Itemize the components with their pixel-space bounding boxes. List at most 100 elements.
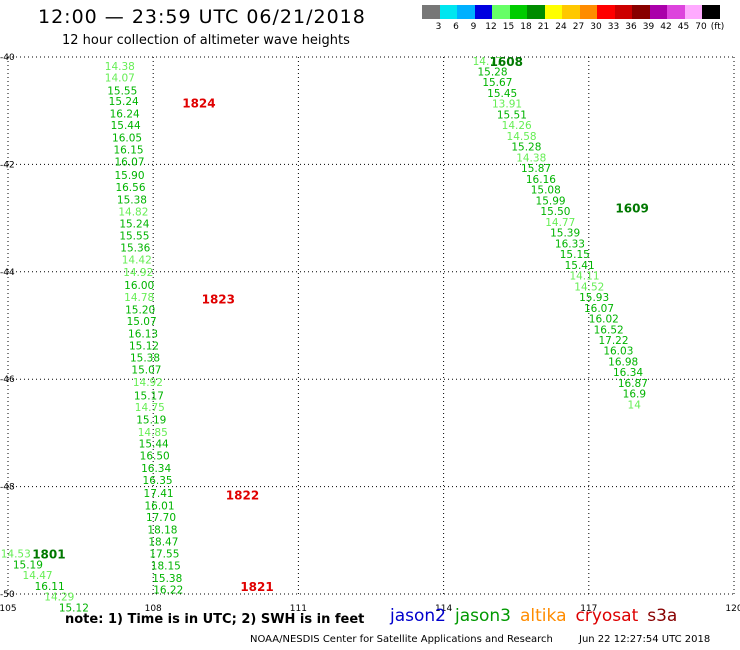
wave-height-reading: 15.12	[59, 602, 89, 614]
wave-height-reading: 15.99	[536, 195, 566, 207]
lat-tick-label: -48	[0, 483, 15, 493]
wave-height-reading: 14.85	[138, 427, 168, 439]
lon-tick-label: 114	[435, 604, 452, 614]
wave-height-reading: 14.58	[507, 131, 537, 143]
wave-height-reading: 14.29	[44, 592, 74, 604]
legend-swatch	[632, 5, 650, 19]
legend-bin-label: 18	[520, 22, 532, 32]
wave-height-reading: 14.77	[545, 217, 575, 229]
legend-swatch	[457, 5, 475, 19]
wave-height-reading: 15.19	[136, 414, 166, 426]
map-subtitle: 12 hour collection of altimeter wave hei…	[62, 33, 350, 48]
wave-height-reading: 15.93	[579, 292, 609, 304]
wave-height-reading: 15.17	[134, 390, 164, 402]
legend-bin-label: 39	[642, 22, 655, 32]
legend-bin-label: 27	[572, 22, 585, 32]
satellite-pass: 14.3814.0715.5515.2416.2415.4416.0516.15…	[105, 61, 274, 597]
legend-bin-label: 6	[453, 22, 459, 32]
lon-tick-label: 108	[145, 604, 162, 614]
wave-height-reading: 18.15	[151, 561, 181, 573]
legend-bin-label: 42	[660, 22, 672, 32]
wave-height-reading: 15.44	[111, 120, 141, 132]
lat-tick-label: -50	[0, 590, 15, 600]
wave-height-reading: 14.75	[135, 402, 165, 414]
lat-tick-label: -40	[0, 53, 15, 63]
legend-bin-label: 70	[695, 22, 707, 32]
lat-tick-label: -44	[0, 268, 15, 278]
legend-swatch	[422, 5, 440, 19]
wave-height-reading: 15.41	[565, 260, 595, 272]
wave-height-reading: 16.9	[623, 389, 646, 401]
legend-swatch	[474, 5, 492, 19]
wave-height-reading: 14	[628, 399, 642, 411]
pass-id-label: 1822	[226, 489, 259, 503]
wave-height-reading: 14.52	[574, 281, 604, 293]
legend-swatch	[649, 5, 667, 19]
legend-bin-label: 9	[470, 22, 477, 32]
legend-bin-label: 24	[555, 22, 567, 32]
wave-height-reading: 14.38	[105, 61, 135, 73]
wave-height-reading: 13.91	[492, 99, 522, 111]
wave-height-reading: 15.12	[129, 340, 159, 352]
legend-labels: 3 6 9 12 15 18 21 24 27 30 33 36 39 42 45 70 (ft)	[422, 19, 732, 33]
wave-height-reading: 15.90	[114, 170, 144, 182]
wave-height-reading: 16.34	[613, 367, 643, 379]
pass-id-label: 1608	[490, 55, 523, 69]
wave-height-reading: 14.92	[133, 377, 163, 389]
wave-height-reading: 16.13	[128, 329, 158, 341]
legend-swatch	[667, 5, 685, 19]
wave-height-reading: 16.87	[618, 378, 648, 390]
lon-tick-label: 117	[580, 604, 597, 614]
wave-height-reading: 16.33	[555, 238, 585, 250]
axis-labels: 105 108 111 114 117 120 -40 -42 -44 -46 -48 -50	[0, 53, 740, 614]
wave-height-reading: 18.18	[147, 525, 177, 537]
wave-height-reading: 15.51	[497, 109, 527, 121]
wave-height-reading: 15.39	[550, 228, 580, 240]
lon-tick-label: 105	[0, 604, 17, 614]
legend-bin-label: 30	[590, 22, 602, 32]
wave-height-reading: 15.44	[139, 439, 169, 451]
footer-note: note: 1) Time is in UTC; 2) SWH is in fe…	[65, 612, 365, 627]
satellite-name: altika	[520, 606, 567, 626]
legend-swatch	[544, 5, 562, 19]
legend-swatches	[422, 5, 732, 19]
wave-height-reading: 15.36	[120, 243, 150, 255]
map-title: 12:00 — 23:59 UTC 06/21/2018	[38, 6, 366, 28]
wave-height-reading: 15.07	[127, 316, 157, 328]
wave-height-reading: 16.11	[35, 581, 65, 593]
legend-swatch	[562, 5, 580, 19]
wave-height-reading: 16.07	[584, 303, 614, 315]
legend-swatch	[579, 5, 597, 19]
wave-height-reading: 17.55	[149, 549, 179, 561]
wave-height-reading: 17.22	[598, 335, 628, 347]
color-legend: 3 6 9 12 15 18 21 24 27 30 33 36 39 42 45 70 (ft)	[422, 5, 732, 33]
satellite-name: jason2	[390, 606, 446, 626]
satellite-pass: 14.7715.2815.6715.4513.9115.5114.2614.58…	[473, 55, 649, 412]
wave-height-reading: 15.07	[131, 365, 161, 377]
satellite-name: s3a	[647, 606, 678, 626]
wave-height-reading: 15.15	[560, 249, 590, 261]
wave-height-reading: 16.05	[112, 133, 142, 145]
lon-tick-label: 111	[290, 604, 307, 614]
wave-height-reading: 16.03	[603, 346, 633, 358]
legend-bin-label: 3	[435, 22, 442, 32]
legend-swatch	[684, 5, 702, 19]
satellite-tracks: 14.3814.0715.5515.2416.2415.4416.0516.15…	[1, 55, 649, 615]
wave-height-reading: 16.16	[526, 174, 556, 186]
wave-height-reading: 15.38	[117, 194, 147, 206]
wave-height-reading: 17.70	[146, 512, 176, 524]
legend-unit: (ft)	[710, 22, 725, 32]
wave-height-reading: 17.41	[144, 488, 174, 500]
wave-height-reading: 16.35	[143, 475, 173, 487]
wave-height-reading: 14.07	[105, 72, 135, 84]
satellite-name: jason3	[455, 606, 511, 626]
wave-height-reading: 15.28	[511, 142, 541, 154]
wave-height-reading: 15.87	[521, 163, 551, 175]
legend-bin-label: 12	[485, 22, 497, 32]
legend-swatch	[527, 5, 545, 19]
pass-id-label: 1823	[202, 293, 235, 307]
wave-height-reading: 16.00	[124, 280, 154, 292]
wave-height-reading: 16.24	[110, 108, 140, 120]
